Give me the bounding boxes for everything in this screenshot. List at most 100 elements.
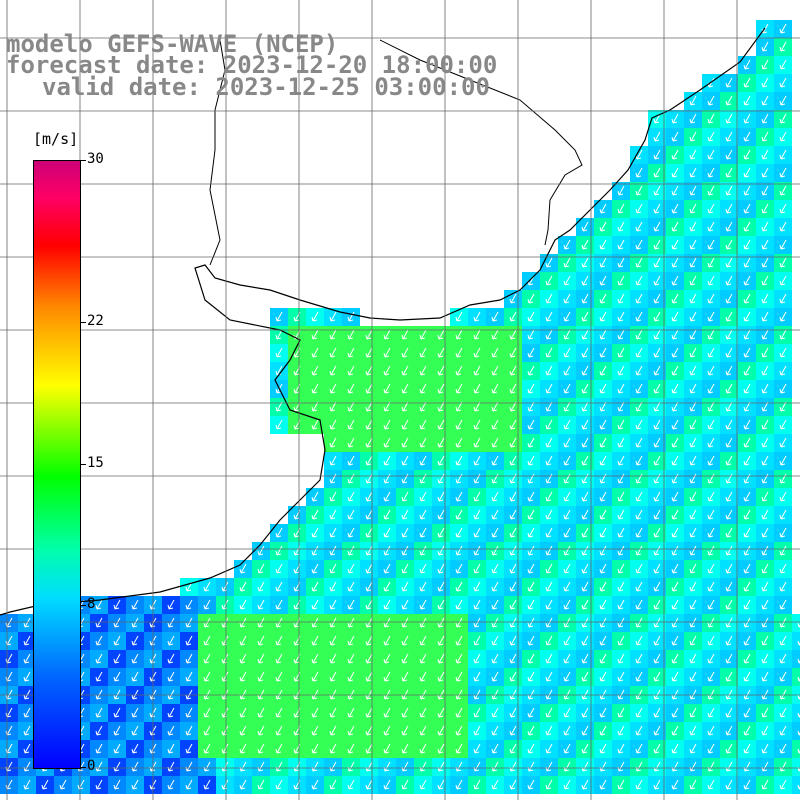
wind-arrow xyxy=(401,437,409,448)
wind-arrow xyxy=(653,563,661,574)
wind-arrow xyxy=(707,563,715,574)
wind-arrow xyxy=(509,545,517,556)
wind-arrow xyxy=(779,581,787,592)
wind-arrow xyxy=(761,347,769,358)
wind-cell xyxy=(792,758,800,776)
wind-arrow xyxy=(275,311,283,322)
wind-arrow xyxy=(437,473,445,484)
wind-arrow xyxy=(725,527,733,538)
wind-arrow xyxy=(635,185,643,196)
wind-arrow xyxy=(707,653,715,664)
wind-arrow xyxy=(617,527,625,538)
wind-arrow xyxy=(779,311,787,322)
wind-arrow xyxy=(617,509,625,520)
wind-arrow xyxy=(113,779,121,790)
wind-arrow xyxy=(671,401,679,412)
wind-arrow xyxy=(761,221,769,232)
wind-arrow xyxy=(239,635,247,646)
wind-arrow xyxy=(131,617,139,628)
wind-arrow xyxy=(563,689,571,700)
wind-arrow xyxy=(743,365,751,376)
wind-arrow xyxy=(275,707,283,718)
wind-arrow xyxy=(689,743,697,754)
wind-arrow xyxy=(671,221,679,232)
wind-arrow xyxy=(779,455,787,466)
wind-arrow xyxy=(491,311,499,322)
wind-arrow xyxy=(779,437,787,448)
wind-arrow xyxy=(761,689,769,700)
wind-arrow xyxy=(725,617,733,628)
wind-arrow xyxy=(761,653,769,664)
wind-arrow xyxy=(329,779,337,790)
wind-arrow xyxy=(491,365,499,376)
wind-arrow xyxy=(689,257,697,268)
wind-arrow xyxy=(347,437,355,448)
wind-arrow xyxy=(203,743,211,754)
wind-arrow xyxy=(563,599,571,610)
wind-arrow xyxy=(617,617,625,628)
wind-arrow xyxy=(545,527,553,538)
wind-arrow xyxy=(779,545,787,556)
wind-arrow xyxy=(689,491,697,502)
wind-arrow xyxy=(635,365,643,376)
wind-arrow xyxy=(455,599,463,610)
wind-arrow xyxy=(239,743,247,754)
wind-arrow xyxy=(257,617,265,628)
wind-arrow xyxy=(563,527,571,538)
wind-arrow xyxy=(563,491,571,502)
wind-arrow xyxy=(761,41,769,52)
wind-arrow xyxy=(779,383,787,394)
wind-arrow xyxy=(689,545,697,556)
wind-arrow xyxy=(581,527,589,538)
wind-arrow xyxy=(509,491,517,502)
wind-arrow xyxy=(383,329,391,340)
wind-arrow xyxy=(617,545,625,556)
wind-arrow xyxy=(617,689,625,700)
wind-arrow xyxy=(545,509,553,520)
wind-arrow xyxy=(743,545,751,556)
wind-arrow xyxy=(635,347,643,358)
wind-arrow xyxy=(743,275,751,286)
wind-arrow xyxy=(473,383,481,394)
wind-arrow xyxy=(437,671,445,682)
wind-arrow xyxy=(383,545,391,556)
wind-arrow xyxy=(743,401,751,412)
wind-arrow xyxy=(653,455,661,466)
wind-arrow xyxy=(653,167,661,178)
wind-arrow xyxy=(563,455,571,466)
wind-arrow xyxy=(563,473,571,484)
wind-arrow xyxy=(707,293,715,304)
wind-arrow xyxy=(707,329,715,340)
wind-arrow xyxy=(527,725,535,736)
wind-arrow xyxy=(329,617,337,628)
wind-arrow xyxy=(491,617,499,628)
wind-arrow xyxy=(743,59,751,70)
wind-arrow xyxy=(311,635,319,646)
wind-arrow xyxy=(527,707,535,718)
wind-arrow xyxy=(455,347,463,358)
wind-arrow xyxy=(653,491,661,502)
wind-arrow xyxy=(455,491,463,502)
wind-arrow xyxy=(617,311,625,322)
wind-arrow xyxy=(635,617,643,628)
wind-arrow xyxy=(689,95,697,106)
coastline xyxy=(0,27,766,616)
wind-arrow xyxy=(743,671,751,682)
wind-arrow xyxy=(383,419,391,430)
wind-arrow xyxy=(599,599,607,610)
wind-arrow xyxy=(761,113,769,124)
wind-arrow xyxy=(779,185,787,196)
wind-arrow xyxy=(707,779,715,790)
wind-arrow xyxy=(383,563,391,574)
wind-arrow xyxy=(671,563,679,574)
wind-arrow xyxy=(95,635,103,646)
wind-arrow xyxy=(239,707,247,718)
wind-arrow xyxy=(671,383,679,394)
wind-arrow xyxy=(779,41,787,52)
wind-arrow xyxy=(203,581,211,592)
wind-arrow xyxy=(473,725,481,736)
wind-arrow xyxy=(185,725,193,736)
wind-arrow xyxy=(347,455,355,466)
wind-arrow xyxy=(329,437,337,448)
wind-arrow xyxy=(509,653,517,664)
